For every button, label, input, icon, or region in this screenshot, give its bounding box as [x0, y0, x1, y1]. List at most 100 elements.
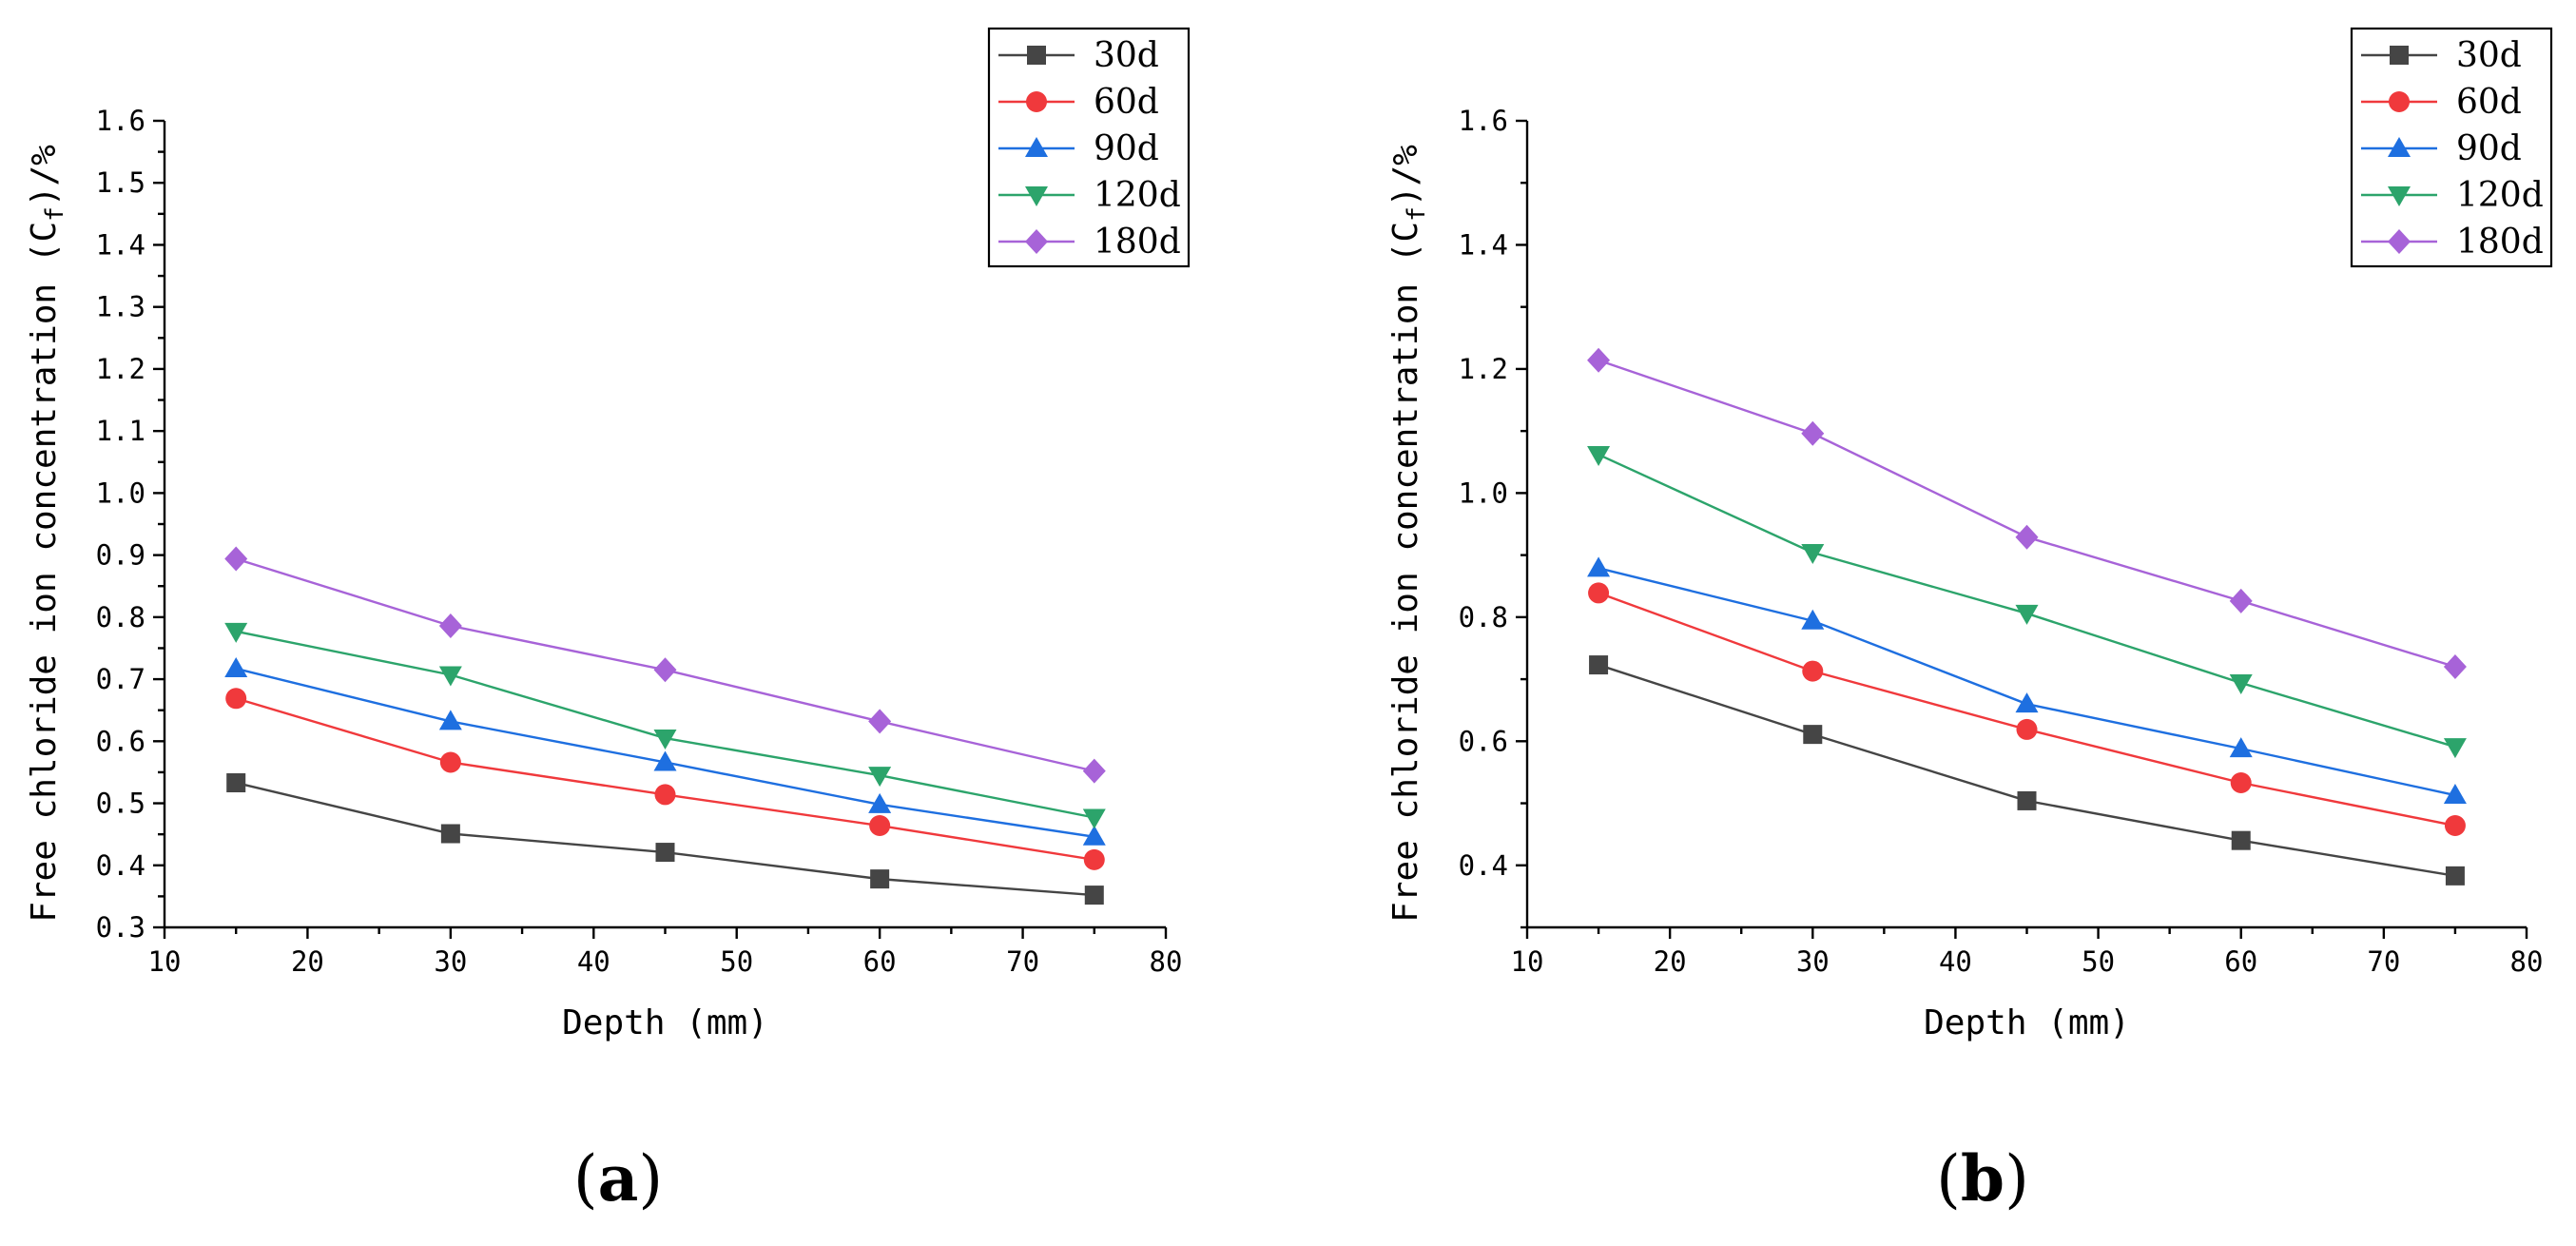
legend-label-120d: 120d	[2456, 176, 2544, 215]
legend-label-30d: 30d	[2456, 36, 2522, 75]
series-120d	[1587, 445, 2467, 759]
legend-label-120d: 120d	[1094, 176, 1181, 215]
y-axis-title: Free chloride ion concentration (Cf)/%	[1386, 145, 1431, 923]
x-tick-label: 60	[863, 945, 897, 978]
y-tick-label: 0.5	[96, 788, 145, 820]
data-point-30d	[226, 773, 246, 793]
legend-label-90d: 90d	[1094, 129, 1159, 168]
legend: 30d 60d 90d 120d 180d	[2350, 27, 2553, 268]
data-point-90d	[1082, 825, 1106, 846]
data-point-90d	[224, 656, 248, 677]
legend-label-60d: 60d	[2456, 83, 2522, 122]
legend-label-30d: 30d	[1094, 36, 1159, 75]
x-axis-title: Depth (mm)	[1924, 1003, 2130, 1042]
y-tick-label: 0.8	[96, 601, 145, 633]
x-axis-title: Depth (mm)	[562, 1003, 768, 1042]
data-point-90d	[1587, 556, 1611, 577]
data-point-60d	[225, 688, 247, 710]
x-tick-label: 30	[1796, 945, 1830, 978]
data-point-60d	[2230, 772, 2252, 794]
x-tick-label: 20	[1654, 945, 1687, 978]
legend-marker-120d	[1025, 186, 1048, 206]
x-tick-label: 40	[577, 945, 610, 978]
data-point-180d	[1587, 347, 1611, 373]
data-point-30d	[2445, 866, 2465, 886]
data-point-90d	[2443, 784, 2467, 805]
data-point-120d	[2229, 673, 2253, 694]
x-tick-label: 40	[1939, 945, 1972, 978]
data-point-60d	[2016, 718, 2038, 740]
x-tick-label: 80	[1150, 945, 1183, 978]
y-tick-label: 1.0	[1459, 477, 1508, 509]
data-point-60d	[439, 751, 461, 773]
data-point-120d	[1082, 808, 1106, 829]
data-point-180d	[224, 546, 248, 572]
series-120d	[224, 622, 1106, 829]
data-point-30d	[1803, 725, 1823, 745]
legend-marker-30d	[1027, 46, 1046, 65]
legend-marker-60d	[2389, 91, 2410, 112]
data-point-180d	[653, 657, 677, 683]
data-point-90d	[2015, 692, 2039, 713]
data-point-60d	[1802, 660, 1824, 682]
x-tick-label: 50	[720, 945, 753, 978]
data-point-120d	[224, 622, 248, 643]
y-tick-label: 0.7	[96, 663, 145, 695]
y-tick-label: 1.2	[96, 353, 145, 385]
data-point-120d	[2015, 604, 2039, 625]
data-point-180d	[2443, 654, 2467, 680]
legend-marker-90d	[1025, 137, 1048, 157]
data-point-180d	[868, 709, 892, 734]
legend-marker-90d	[2388, 137, 2411, 157]
x-tick-label: 70	[1006, 945, 1039, 978]
data-point-60d	[2444, 815, 2466, 837]
legend-marker-60d	[1026, 91, 1047, 112]
legend-marker-120d	[2388, 186, 2411, 206]
x-tick-label: 60	[2224, 945, 2257, 978]
data-point-120d	[438, 666, 462, 687]
y-tick-label: 1.5	[96, 166, 145, 199]
series-180d	[1587, 347, 2467, 680]
x-tick-label: 20	[291, 945, 324, 978]
chart-panel-a: 10 20 30 40 50 60 70 80 0.3 0.4 0.5 0.6 0.7 0.8 0.9 1.0…	[25, 27, 1191, 1216]
y-tick-label: 0.9	[96, 539, 145, 572]
data-point-120d	[1801, 544, 1825, 565]
x-tick-label: 80	[2510, 945, 2544, 978]
y-tick-label: 0.8	[1459, 601, 1508, 633]
data-point-30d	[1589, 655, 1609, 675]
data-point-60d	[1083, 848, 1105, 870]
data-point-90d	[438, 710, 462, 730]
data-point-120d	[2443, 738, 2467, 759]
data-point-180d	[1801, 420, 1825, 446]
y-tick-label: 1.6	[96, 105, 145, 137]
data-point-180d	[438, 613, 462, 638]
data-point-90d	[2229, 737, 2253, 758]
chart-panel-b: 10 20 30 40 50 60 70 80 0.4 0.6 0.8 1.0 1.2 1.4 1.6 Dep…	[1386, 27, 2553, 1216]
data-point-180d	[2015, 524, 2039, 550]
series-180d	[224, 546, 1106, 784]
legend-marker-180d	[2388, 229, 2411, 254]
y-axis-title: Free chloride ion concentration (Cf)/%	[25, 145, 69, 923]
y-tick-label: 0.3	[96, 911, 145, 944]
x-tick-label: 10	[1511, 945, 1544, 978]
series-60d	[1588, 582, 2466, 837]
legend-label-90d: 90d	[2456, 129, 2522, 168]
legend-label-180d: 180d	[1094, 223, 1181, 262]
series-90d	[224, 656, 1106, 846]
data-point-60d	[1588, 582, 1610, 604]
legend-marker-180d	[1025, 229, 1048, 254]
legend-label-180d: 180d	[2456, 223, 2544, 262]
y-tick-label: 1.2	[1459, 353, 1508, 385]
data-point-30d	[655, 843, 675, 863]
x-tick-label: 50	[2082, 945, 2115, 978]
x-tick-label: 30	[434, 945, 467, 978]
y-tick-label: 0.4	[1459, 849, 1508, 882]
data-point-90d	[1801, 609, 1825, 630]
data-point-120d	[868, 767, 892, 788]
y-tick-label: 1.6	[1459, 105, 1508, 137]
data-point-180d	[1082, 758, 1106, 784]
data-point-30d	[440, 824, 460, 844]
panel-label: (a)	[573, 1141, 663, 1216]
y-tick-label: 0.4	[96, 849, 145, 882]
